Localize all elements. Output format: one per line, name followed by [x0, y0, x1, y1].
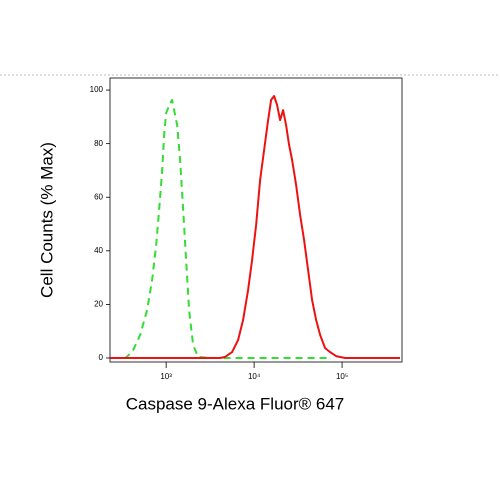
histogram-line [110, 95, 400, 359]
histogram-line [112, 99, 331, 359]
x-tick-label: 10⁴ [248, 372, 261, 381]
x-tick-label: 10³ [160, 372, 172, 381]
y-axis-label: Cell Counts (% Max) [37, 142, 56, 298]
x-tick-label: 10⁵ [336, 372, 348, 381]
x-axis-label: Caspase 9-Alexa Fluor® 647 [126, 394, 345, 413]
y-tick-label: 0 [99, 353, 104, 362]
plot-frame [109, 77, 403, 363]
y-tick-label: 20 [94, 300, 103, 309]
y-tick-label: 80 [94, 139, 103, 148]
y-tick-label: 40 [94, 246, 103, 255]
y-tick-label: 100 [90, 85, 104, 94]
y-tick-label: 60 [94, 192, 103, 201]
